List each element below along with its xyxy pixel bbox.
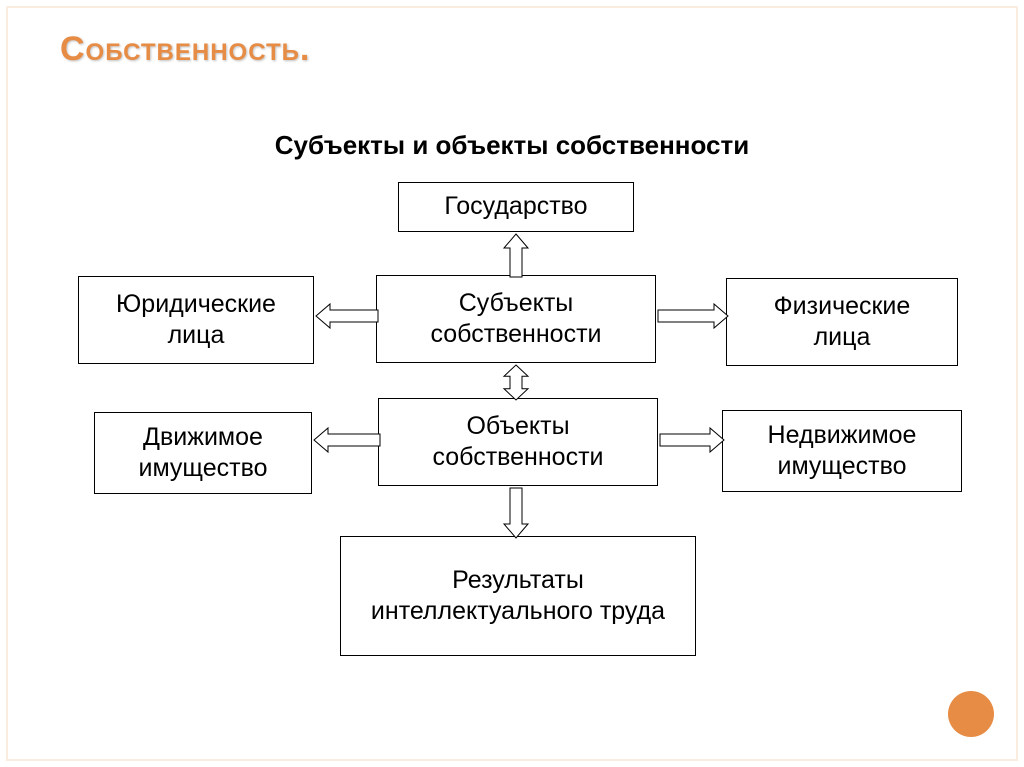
box-objects: Объекты собственности bbox=[378, 398, 658, 486]
page-title: Собственность. bbox=[60, 30, 310, 69]
box-state: Государство bbox=[398, 182, 634, 232]
box-intellectual: Результаты интеллектуального труда bbox=[340, 536, 696, 656]
box-natural: Физическиелица bbox=[726, 278, 958, 366]
corner-dot-icon bbox=[948, 691, 994, 737]
arrow-objects-to-immovable bbox=[658, 426, 726, 454]
arrow-subjects-to-legal bbox=[314, 302, 380, 330]
arrow-subjects-to-state bbox=[502, 232, 530, 279]
box-movable: Движимоеимущество bbox=[94, 412, 312, 494]
arrow-objects-to-movable bbox=[312, 426, 382, 454]
arrow-subjects-to-natural bbox=[656, 302, 730, 330]
box-subjects: Субъекты собственности bbox=[376, 275, 656, 363]
page-subtitle: Субъекты и объекты собственности bbox=[0, 130, 1024, 161]
box-legal: Юридическиелица bbox=[78, 276, 314, 364]
arrow-objects-to-intellectual bbox=[502, 486, 530, 540]
box-immovable: Недвижимоеимущество bbox=[722, 410, 962, 492]
arrow-subjects-to-objects bbox=[502, 363, 530, 402]
